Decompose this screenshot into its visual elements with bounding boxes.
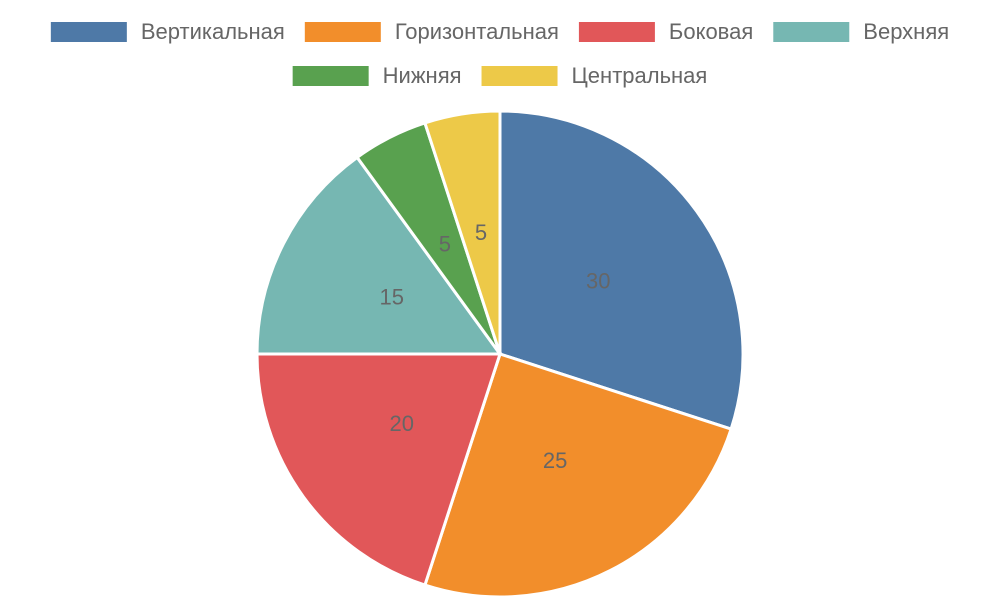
legend-swatch xyxy=(50,22,127,42)
legend-label: Нижняя xyxy=(383,63,462,88)
pie-slice xyxy=(423,352,733,599)
data-label: 25 xyxy=(543,448,567,473)
data-label: 5 xyxy=(475,220,487,245)
pie-slice xyxy=(255,155,503,356)
legend-swatch xyxy=(481,66,558,86)
legend-item: Вертикальная xyxy=(50,19,285,44)
pie-slice xyxy=(498,109,745,431)
data-label: 20 xyxy=(389,411,413,436)
legend-swatch xyxy=(773,22,850,42)
pie-slice xyxy=(423,109,502,355)
legend-item: Боковая xyxy=(578,19,753,44)
legend-item: Нижняя xyxy=(292,63,462,88)
legend-label: Центральная xyxy=(572,63,708,88)
pie-slice xyxy=(255,352,503,587)
legend-item: Горизонтальная xyxy=(304,19,559,44)
legend-swatch xyxy=(292,66,369,86)
legend-label: Боковая xyxy=(669,19,753,44)
data-label: 15 xyxy=(380,285,404,310)
legend-swatch xyxy=(304,22,381,42)
legend-swatch xyxy=(578,22,655,42)
data-label: 5 xyxy=(439,232,451,257)
legend-label: Горизонтальная xyxy=(395,19,559,44)
legend-item: Верхняя xyxy=(773,19,949,44)
data-label: 30 xyxy=(586,268,610,293)
legend-item: Центральная xyxy=(481,63,708,88)
legend-label: Верхняя xyxy=(863,19,949,44)
legend-label: Вертикальная xyxy=(141,19,285,44)
